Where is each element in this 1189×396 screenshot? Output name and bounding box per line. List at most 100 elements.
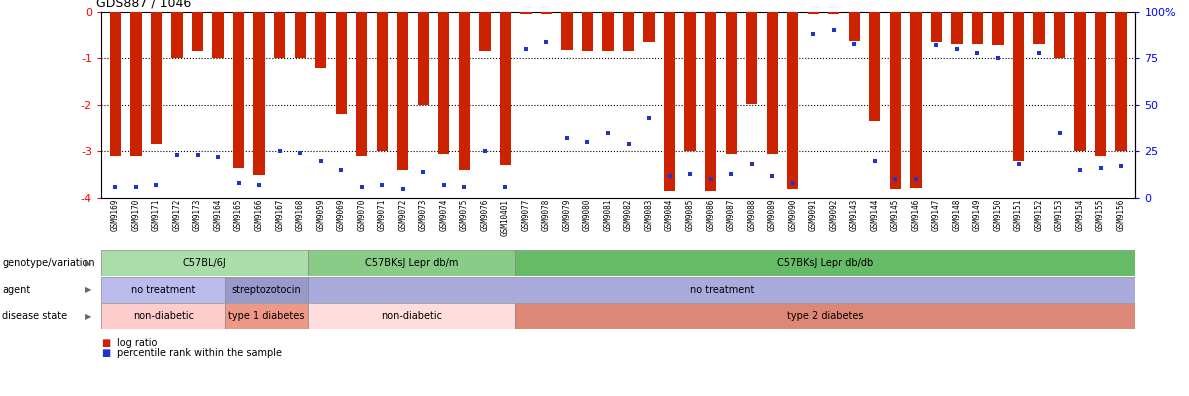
Text: C57BKsJ Lepr db/db: C57BKsJ Lepr db/db bbox=[778, 258, 873, 268]
Text: GSM9167: GSM9167 bbox=[275, 199, 284, 231]
Text: GSM9148: GSM9148 bbox=[952, 199, 962, 231]
Text: GSM9078: GSM9078 bbox=[542, 199, 551, 231]
Bar bbox=[191, 12, 203, 51]
Bar bbox=[705, 12, 716, 191]
Bar bbox=[807, 12, 819, 14]
Text: GSM9151: GSM9151 bbox=[1014, 199, 1023, 231]
Bar bbox=[101, 303, 225, 329]
Text: C57BKsJ Lepr db/m: C57BKsJ Lepr db/m bbox=[365, 258, 458, 268]
Text: disease state: disease state bbox=[2, 311, 68, 321]
Text: ▶: ▶ bbox=[86, 312, 92, 321]
Bar bbox=[643, 12, 655, 42]
Text: GSM9153: GSM9153 bbox=[1055, 199, 1064, 231]
Text: GSM9085: GSM9085 bbox=[686, 199, 694, 231]
Bar bbox=[308, 303, 515, 329]
Bar bbox=[869, 12, 881, 121]
Text: GSM9073: GSM9073 bbox=[419, 199, 428, 231]
Bar bbox=[746, 12, 757, 104]
Text: GSM9088: GSM9088 bbox=[747, 199, 756, 231]
Bar bbox=[171, 12, 183, 58]
Bar bbox=[499, 12, 511, 166]
Text: GSM10401: GSM10401 bbox=[501, 199, 510, 236]
Text: GSM9169: GSM9169 bbox=[111, 199, 120, 231]
Bar bbox=[225, 277, 308, 303]
Bar bbox=[561, 12, 573, 50]
Bar bbox=[315, 12, 326, 68]
Bar bbox=[308, 250, 515, 276]
Text: GSM9165: GSM9165 bbox=[234, 199, 243, 231]
Bar bbox=[623, 12, 634, 51]
Text: GSM9089: GSM9089 bbox=[768, 199, 776, 231]
Text: streptozotocin: streptozotocin bbox=[232, 285, 302, 295]
Text: ■: ■ bbox=[101, 338, 111, 348]
Text: GSM9091: GSM9091 bbox=[809, 199, 818, 231]
Text: GSM9090: GSM9090 bbox=[788, 199, 798, 231]
Text: GSM9150: GSM9150 bbox=[994, 199, 1002, 231]
Bar bbox=[109, 12, 121, 156]
Bar bbox=[377, 12, 388, 151]
Bar bbox=[439, 12, 449, 154]
Bar bbox=[417, 12, 429, 105]
Bar bbox=[1115, 12, 1127, 151]
Bar bbox=[1053, 12, 1065, 58]
Text: GSM9156: GSM9156 bbox=[1116, 199, 1126, 231]
Text: GSM9092: GSM9092 bbox=[829, 199, 838, 231]
Text: GSM9083: GSM9083 bbox=[644, 199, 654, 231]
Bar bbox=[253, 12, 265, 175]
Bar bbox=[459, 12, 470, 170]
Text: type 2 diabetes: type 2 diabetes bbox=[787, 311, 863, 321]
Text: GSM9069: GSM9069 bbox=[336, 199, 346, 231]
Bar bbox=[663, 12, 675, 191]
Bar bbox=[849, 12, 860, 41]
Text: GSM9074: GSM9074 bbox=[439, 199, 448, 231]
Bar bbox=[521, 12, 531, 14]
Text: ▶: ▶ bbox=[86, 259, 92, 268]
Bar bbox=[1013, 12, 1024, 161]
Text: GSM9075: GSM9075 bbox=[460, 199, 468, 231]
Text: genotype/variation: genotype/variation bbox=[2, 258, 95, 268]
Text: C57BL/6J: C57BL/6J bbox=[183, 258, 226, 268]
Text: non-diabetic: non-diabetic bbox=[380, 311, 442, 321]
Text: GSM9149: GSM9149 bbox=[973, 199, 982, 231]
Text: no treatment: no treatment bbox=[131, 285, 195, 295]
Text: log ratio: log ratio bbox=[117, 338, 157, 348]
Bar bbox=[308, 277, 1135, 303]
Text: GSM9146: GSM9146 bbox=[912, 199, 920, 231]
Bar bbox=[273, 12, 285, 58]
Text: GSM9152: GSM9152 bbox=[1034, 199, 1044, 231]
Text: GSM9082: GSM9082 bbox=[624, 199, 633, 231]
Text: type 1 diabetes: type 1 diabetes bbox=[228, 311, 304, 321]
Bar bbox=[889, 12, 901, 188]
Bar bbox=[213, 12, 224, 58]
Bar bbox=[581, 12, 593, 51]
Bar bbox=[233, 12, 244, 168]
Text: GSM9070: GSM9070 bbox=[357, 199, 366, 231]
Bar bbox=[993, 12, 1004, 46]
Text: GSM9154: GSM9154 bbox=[1076, 199, 1084, 231]
Text: non-diabetic: non-diabetic bbox=[133, 311, 194, 321]
Bar bbox=[911, 12, 921, 188]
Bar bbox=[295, 12, 306, 58]
Bar bbox=[829, 12, 839, 14]
Bar bbox=[931, 12, 942, 42]
Bar bbox=[1075, 12, 1086, 151]
Bar bbox=[541, 12, 552, 14]
Text: GSM9147: GSM9147 bbox=[932, 199, 940, 231]
Bar bbox=[335, 12, 347, 114]
Bar bbox=[101, 277, 225, 303]
Bar bbox=[225, 303, 308, 329]
Text: GSM9079: GSM9079 bbox=[562, 199, 572, 231]
Text: GSM9170: GSM9170 bbox=[132, 199, 140, 231]
Bar bbox=[787, 12, 798, 188]
Text: GSM9086: GSM9086 bbox=[706, 199, 715, 231]
Text: GSM9144: GSM9144 bbox=[870, 199, 880, 231]
Text: GSM9077: GSM9077 bbox=[522, 199, 530, 231]
Bar bbox=[1033, 12, 1045, 44]
Text: GSM9071: GSM9071 bbox=[378, 199, 386, 231]
Text: GSM9080: GSM9080 bbox=[583, 199, 592, 231]
Bar bbox=[767, 12, 778, 154]
Bar bbox=[971, 12, 983, 44]
Bar bbox=[479, 12, 491, 51]
Text: ▶: ▶ bbox=[86, 285, 92, 294]
Text: ■: ■ bbox=[101, 348, 111, 358]
